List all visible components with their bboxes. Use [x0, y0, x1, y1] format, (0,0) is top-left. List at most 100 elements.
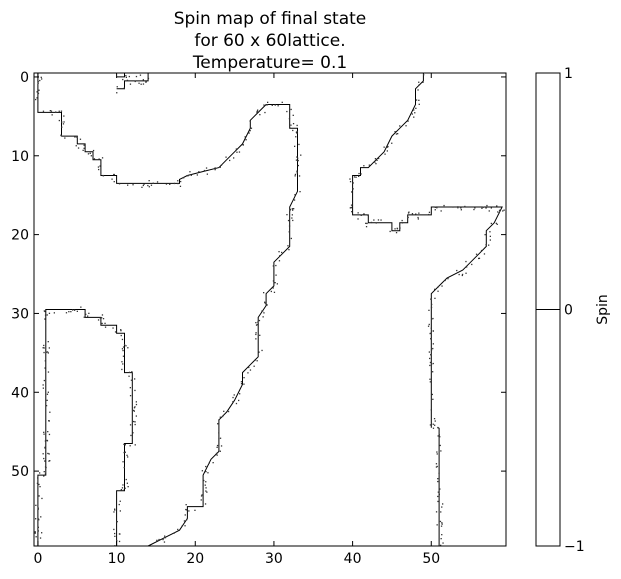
speckle-dot	[414, 112, 416, 114]
speckle-dot	[41, 497, 43, 500]
speckle-dot	[407, 120, 409, 122]
speckle-dot	[399, 227, 401, 229]
speckle-dot	[300, 154, 302, 156]
speckle-dot	[480, 249, 483, 252]
speckle-dot	[428, 309, 430, 311]
speckle-dot	[177, 528, 179, 531]
speckle-dot	[44, 446, 46, 448]
speckle-dot	[374, 161, 376, 163]
speckle-dot	[48, 460, 50, 462]
speckle-dot	[133, 420, 135, 423]
speckle-dot	[296, 172, 298, 174]
speckle-dot	[219, 166, 221, 168]
speckle-dot	[272, 287, 274, 289]
speckle-dot	[439, 520, 442, 523]
speckle-dot	[441, 534, 443, 536]
speckle-dot	[37, 526, 39, 528]
speckle-dot	[444, 279, 446, 282]
speckle-dot	[127, 184, 129, 186]
y-tick-label: 30	[11, 306, 29, 322]
speckle-dot	[465, 272, 467, 274]
speckle-dot	[43, 471, 45, 473]
boundary-speckle-left-upper	[35, 76, 302, 543]
speckle-dot	[205, 471, 207, 473]
speckle-dot	[297, 159, 299, 162]
speckle-dot	[163, 541, 166, 543]
speckle-dot	[351, 206, 353, 209]
speckle-dot	[34, 532, 36, 534]
speckle-dot	[430, 338, 432, 340]
speckle-dot	[247, 372, 249, 374]
speckle-dot	[395, 232, 398, 234]
speckle-dot	[46, 399, 48, 401]
speckle-dot	[208, 462, 210, 464]
speckle-dot	[350, 204, 353, 206]
speckle-dot	[439, 488, 441, 490]
boundary-speckle-left-top-blip	[116, 74, 150, 94]
speckle-dot	[37, 518, 40, 520]
speckle-dot	[289, 127, 291, 129]
speckle-dot	[36, 482, 39, 484]
speckle-dot	[415, 213, 417, 215]
speckle-dot	[43, 475, 45, 477]
speckle-dot	[287, 219, 290, 222]
speckle-dot	[429, 361, 432, 364]
speckle-dot	[256, 111, 258, 113]
speckle-dot	[429, 364, 431, 367]
x-tick-label: 30	[265, 551, 283, 567]
speckle-dot	[45, 405, 48, 407]
speckle-dot	[460, 207, 462, 209]
speckle-dot	[358, 172, 360, 175]
x-tick-label: 10	[108, 551, 126, 567]
speckle-dot	[270, 290, 272, 293]
speckle-dot	[127, 456, 129, 458]
speckle-dot	[376, 159, 378, 161]
speckle-dot	[240, 381, 243, 383]
speckle-dot	[165, 183, 168, 185]
speckle-dot	[99, 165, 101, 167]
speckle-dot	[51, 114, 53, 116]
speckle-dot	[484, 234, 486, 236]
speckle-dot	[162, 538, 164, 541]
speckle-dot	[43, 431, 45, 433]
speckle-dot	[429, 381, 431, 383]
speckle-dot	[432, 330, 434, 332]
speckle-dot	[255, 332, 257, 334]
speckle-dot	[430, 306, 433, 309]
speckle-dot	[236, 151, 238, 153]
speckle-dot	[430, 327, 432, 329]
speckle-dot	[430, 409, 432, 411]
speckle-dot	[70, 311, 72, 313]
speckle-dot	[123, 443, 125, 445]
speckle-dot	[44, 318, 46, 320]
y-tick-label: 50	[11, 464, 29, 480]
speckle-dot	[233, 157, 235, 159]
speckle-dot	[120, 489, 122, 491]
speckle-dot	[119, 510, 121, 512]
speckle-dot	[38, 495, 40, 497]
speckle-dot	[296, 130, 298, 133]
speckle-dot	[82, 149, 84, 151]
speckle-dot	[122, 349, 124, 352]
speckle-dot	[291, 214, 293, 216]
speckle-dot	[48, 312, 51, 314]
speckle-dot	[185, 504, 187, 506]
speckle-dot	[61, 126, 63, 128]
speckle-dot	[203, 479, 205, 482]
speckle-dot	[397, 133, 399, 135]
speckle-dot	[437, 290, 439, 292]
speckle-dot	[432, 343, 434, 345]
colorbar-tick-label: −1	[564, 539, 585, 555]
speckle-dot	[90, 155, 92, 157]
speckle-dot	[142, 79, 144, 81]
speckle-dot	[121, 487, 124, 489]
speckle-dot	[395, 133, 398, 135]
speckle-dot	[116, 540, 118, 542]
speckle-dot	[134, 406, 136, 408]
speckle-dot	[130, 434, 132, 437]
speckle-dot	[215, 452, 218, 455]
speckle-dot	[98, 168, 100, 171]
speckle-dot	[436, 207, 438, 209]
speckle-dot	[292, 123, 295, 125]
speckle-dot	[42, 384, 44, 386]
